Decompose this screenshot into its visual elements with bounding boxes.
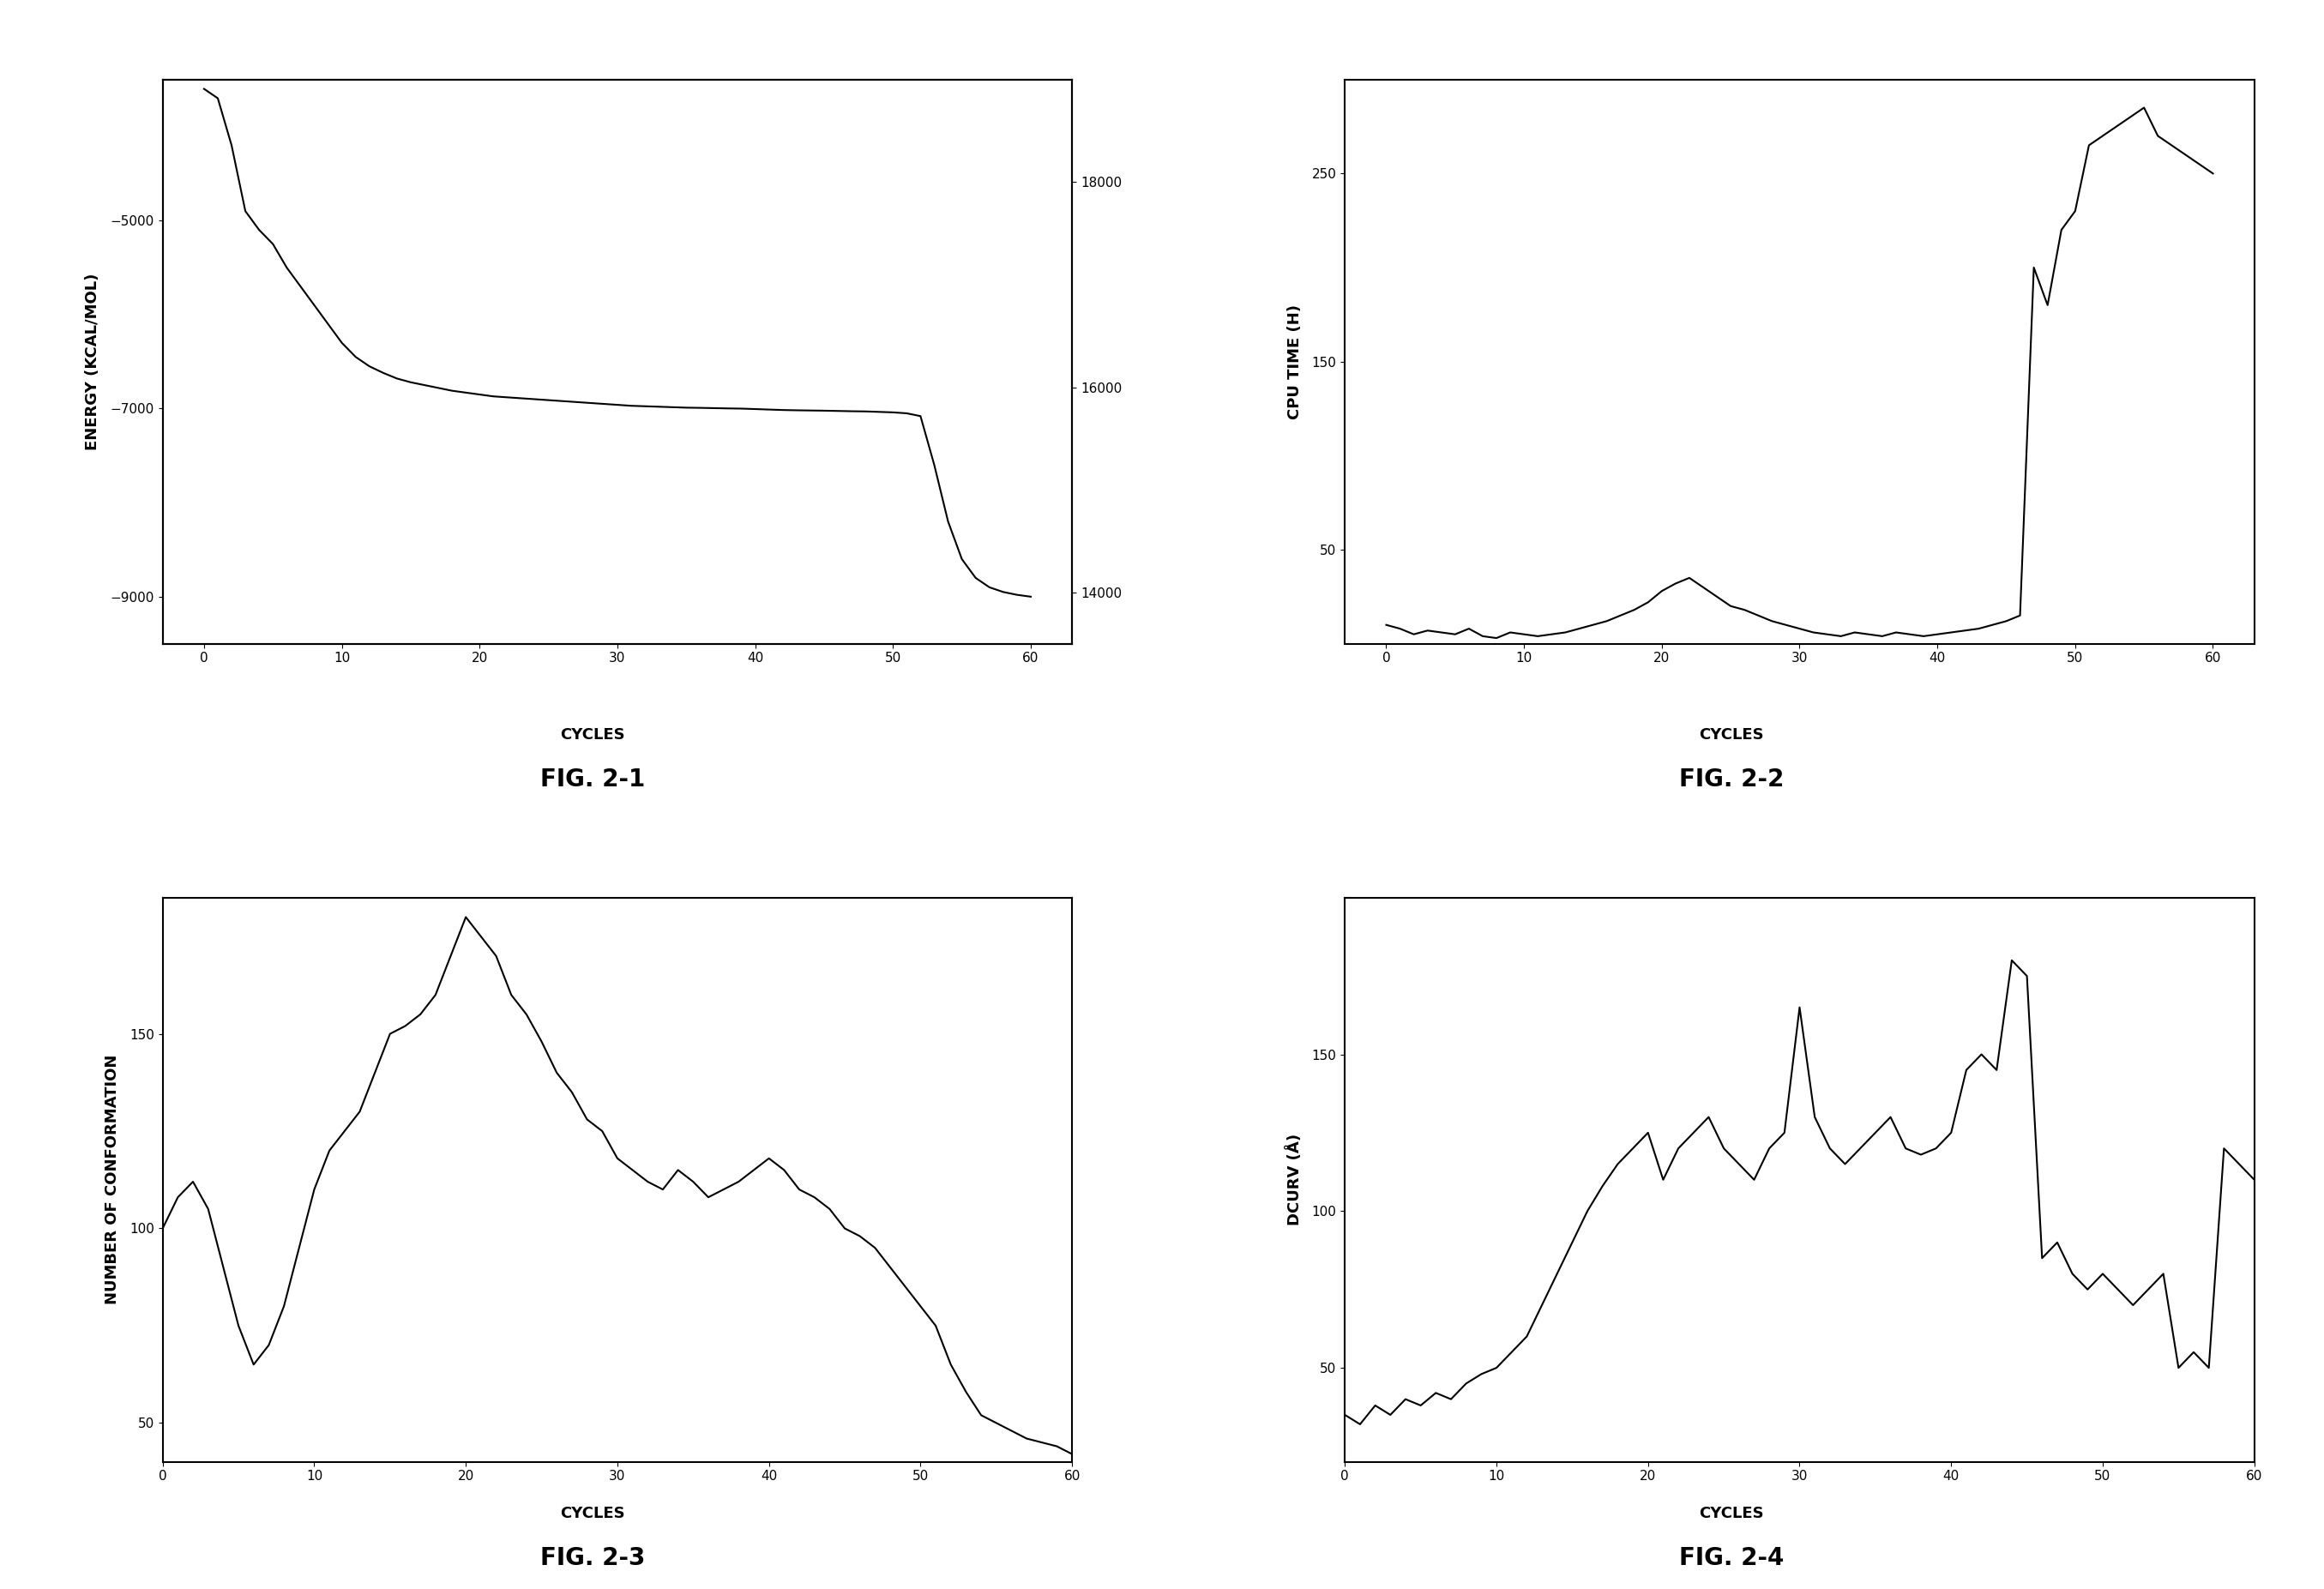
Y-axis label: ENERGY (KCAL/MOL): ENERGY (KCAL/MOL) bbox=[86, 273, 100, 450]
Text: FIG. 2-1: FIG. 2-1 bbox=[539, 767, 646, 791]
Text: CYCLES: CYCLES bbox=[560, 1505, 625, 1521]
Text: CYCLES: CYCLES bbox=[560, 726, 625, 742]
Text: FIG. 2-4: FIG. 2-4 bbox=[1678, 1546, 1785, 1570]
Text: CYCLES: CYCLES bbox=[1699, 726, 1764, 742]
Y-axis label: DCURV (Å): DCURV (Å) bbox=[1285, 1135, 1301, 1225]
Text: CYCLES: CYCLES bbox=[1699, 1505, 1764, 1521]
Y-axis label: CPU TIME (H): CPU TIME (H) bbox=[1287, 303, 1301, 419]
Text: FIG. 2-2: FIG. 2-2 bbox=[1678, 767, 1785, 791]
Text: FIG. 2-3: FIG. 2-3 bbox=[539, 1546, 646, 1570]
Y-axis label: NUMBER OF CONFORMATION: NUMBER OF CONFORMATION bbox=[105, 1055, 121, 1305]
